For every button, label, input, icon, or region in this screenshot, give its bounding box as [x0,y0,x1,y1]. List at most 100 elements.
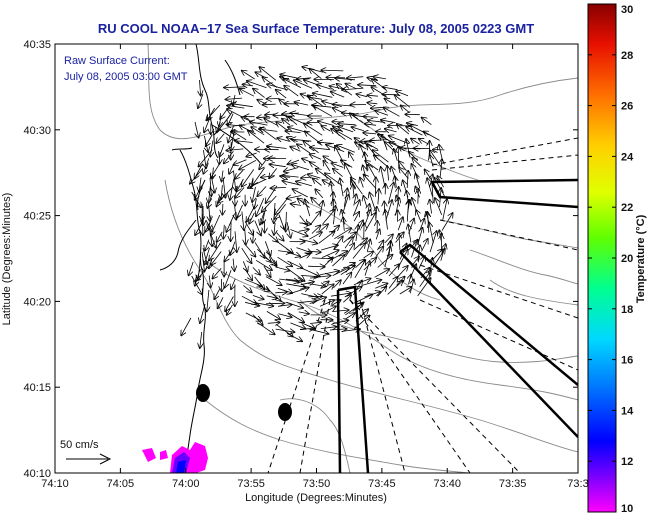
current-vector [407,200,408,222]
current-vector [310,162,320,169]
current-vector [267,322,280,323]
current-vector [362,280,382,286]
current-vector [270,164,286,166]
current-vector [289,288,308,295]
current-vector [394,149,398,161]
current-vector [248,131,265,144]
current-vector [288,253,301,257]
current-vector [412,158,422,168]
current-vector [385,200,392,221]
colorbar [587,3,617,513]
current-vector [284,86,299,97]
current-vector [315,189,324,199]
current-vector [287,196,302,199]
sst-patch [142,442,208,473]
current-vector [387,281,403,295]
current-vector [219,152,220,164]
current-vector [364,210,371,225]
colorbar-tick-label: 18 [621,304,633,316]
current-vector [299,223,310,224]
current-vector [388,264,399,277]
station-marker [278,403,292,421]
current-vector [351,178,363,195]
current-vector [223,224,224,239]
current-vector [216,133,225,143]
current-vector [252,267,260,274]
current-vector [352,281,362,296]
current-vector [343,218,344,231]
current-vector [189,261,194,275]
current-vector [334,228,351,240]
current-vector [235,231,237,252]
current-vector [242,211,244,230]
current-vector [375,178,376,197]
current-vector [399,161,407,171]
current-vector [208,107,215,120]
current-vector [429,231,437,253]
current-vector [213,268,222,278]
current-vector [244,221,253,235]
current-vector [225,296,234,312]
current-vector [244,268,252,280]
current-vector [233,258,234,271]
x-tick-label: 74:05 [107,478,135,490]
current-vector [296,181,313,187]
current-vector [300,275,318,276]
current-vector [310,154,322,160]
current-vector [224,87,245,88]
current-vector [209,186,211,203]
current-vector [308,95,323,107]
current-vector [310,211,321,225]
current-vector [256,198,265,216]
current-vector [277,256,293,266]
current-vector [318,224,329,233]
current-vector [300,328,313,329]
current-vector [385,99,398,107]
current-vector [440,188,442,208]
current-vector [267,146,287,148]
current-vector [261,176,275,178]
current-vector [360,178,363,188]
current-vector [237,178,244,191]
current-vector [222,170,224,182]
current-vector [242,71,255,80]
current-vector [252,295,264,299]
current-vector [209,275,210,288]
current-vector [257,322,274,335]
current-vector [373,150,389,163]
current-vector [396,91,409,97]
current-vector [280,74,299,79]
current-vector [322,257,333,269]
current-vector [309,297,326,304]
current-vector [354,294,372,304]
current-vector [387,166,388,181]
current-vector [293,189,308,198]
current-vector [347,77,364,78]
current-vector [354,260,365,279]
current-vector [377,255,393,268]
current-vector [218,297,224,308]
current-vector [252,301,273,306]
current-vector [388,277,398,289]
current-vector [308,266,325,267]
current-vector [397,217,403,231]
current-vector [276,232,284,241]
current-vector [290,147,301,152]
current-vector [240,89,255,97]
colorbar-tick-label: 16 [621,355,633,367]
current-vector [217,194,223,207]
current-vector [224,150,234,163]
current-vector [333,104,353,106]
current-vector [352,302,364,312]
current-vector [430,155,433,167]
current-vector [311,225,321,234]
current-vector [296,247,312,253]
station-marker [196,384,210,402]
current-vector [200,79,201,95]
current-vector [333,237,343,249]
current-vector [319,271,339,276]
current-vector [210,140,213,157]
current-vector [429,141,430,159]
current-vector [321,210,335,225]
current-vector [349,152,355,162]
